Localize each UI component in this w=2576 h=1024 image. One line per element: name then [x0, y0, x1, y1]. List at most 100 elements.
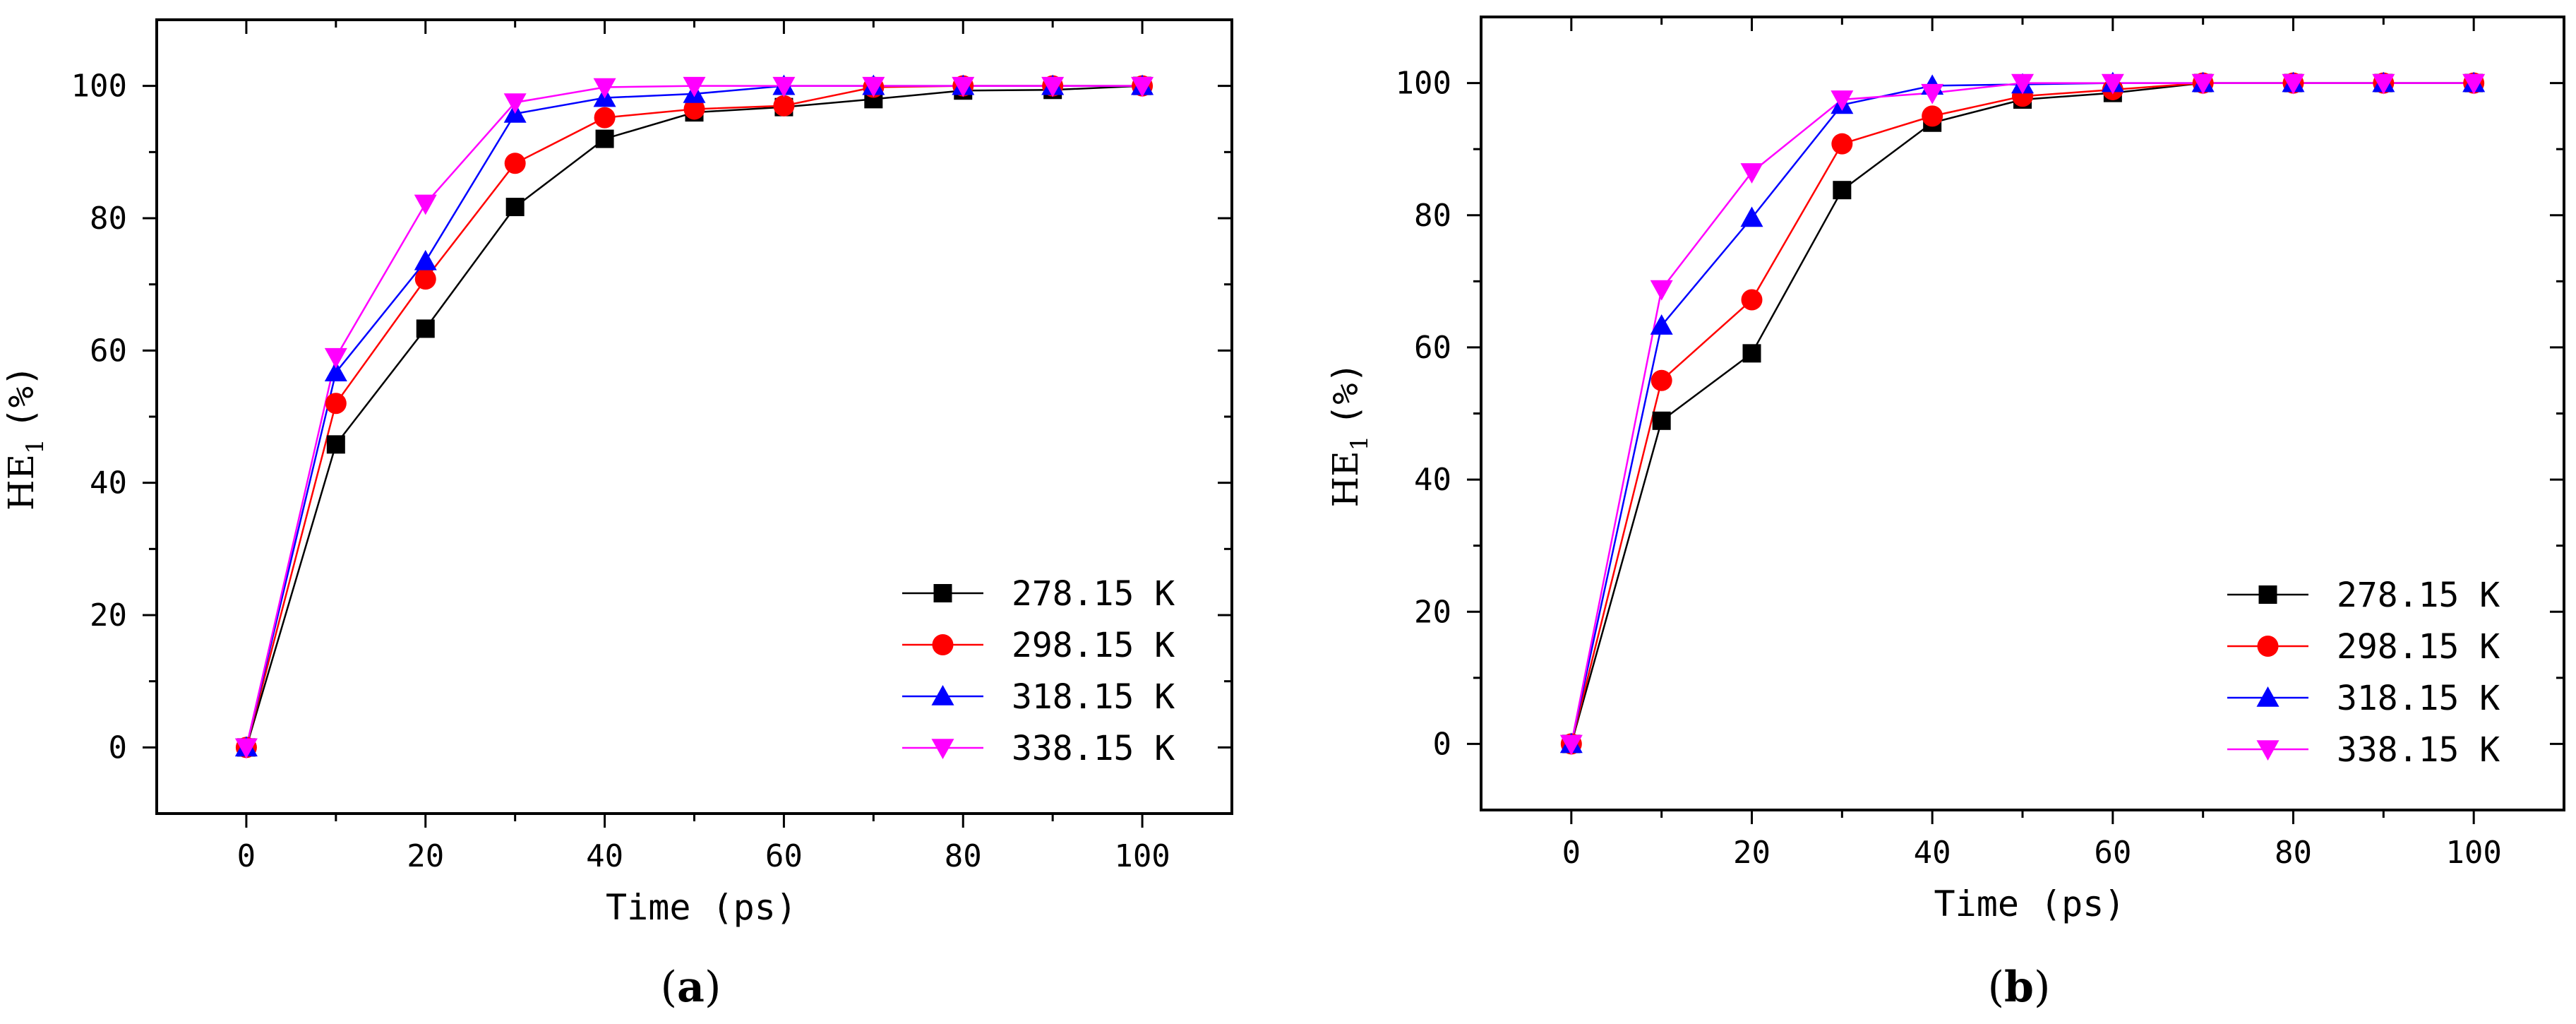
legend-marker: [2256, 740, 2280, 761]
data-point: [416, 319, 435, 338]
data-point: [2372, 73, 2395, 95]
legend-label: 318.15 K: [2337, 679, 2500, 718]
panel-caption: (b): [1988, 963, 2051, 1012]
chart-panel-a: 0 20 40 60 80 100 0 20 40 60 80 100 Time (ps) HE1(%) 2…: [1, 18, 1233, 1012]
data-point: [414, 268, 436, 290]
y-tick-label: 40: [1414, 462, 1451, 498]
data-point: [326, 435, 345, 454]
legend-label: 298.15 K: [2337, 627, 2500, 667]
legend: 278.15 K 298.15 K 318.15 K 338.15 K: [2227, 576, 2500, 770]
data-point: [1831, 133, 1853, 155]
data-point: [1833, 181, 1852, 200]
data-point: [773, 95, 795, 117]
data-point: [2282, 73, 2305, 95]
series-318-15-K: [245, 85, 1143, 748]
y-tick-label: 20: [1414, 594, 1451, 630]
series-line: [245, 85, 1143, 748]
y-axis-label: HE1(%): [1, 365, 49, 511]
series-278-15-K: [245, 85, 1143, 748]
x-tick-label: 60: [765, 838, 803, 874]
data-point: [1650, 280, 1673, 301]
data-point: [772, 76, 796, 97]
series-line: [245, 85, 1143, 748]
y-tick-label: 80: [1414, 198, 1451, 234]
legend-label: 338.15 K: [1012, 729, 1175, 768]
data-point: [594, 107, 616, 129]
legend-marker: [933, 584, 952, 602]
data-point: [1131, 76, 1154, 97]
legend-marker: [931, 739, 954, 759]
y-tick-label: 100: [1396, 66, 1451, 102]
data-point: [324, 347, 347, 369]
series-line: [245, 85, 1143, 748]
data-point: [505, 198, 525, 217]
data-point: [414, 249, 437, 270]
data-point: [1651, 369, 1672, 391]
y-tick-label: 100: [71, 69, 127, 105]
x-tick-label: 60: [2094, 835, 2131, 871]
axis-ticks: [143, 20, 1232, 828]
y-tick-label: 60: [1414, 330, 1451, 366]
y-tick-label: 40: [90, 465, 127, 501]
x-tick-label: 100: [2445, 835, 2501, 871]
series-298-15-K: [245, 85, 1143, 748]
data-point: [683, 98, 705, 120]
x-tick-label: 20: [407, 838, 444, 874]
legend-marker: [2256, 686, 2280, 707]
data-point: [952, 76, 975, 97]
x-axis-label: Time (ps): [1934, 883, 2126, 924]
legend: 278.15 K 298.15 K 318.15 K 338.15 K: [902, 574, 1175, 768]
legend-label: 278.15 K: [1012, 574, 1175, 614]
legend-marker: [2257, 636, 2279, 657]
series-markers-338-15-K: [234, 76, 1154, 759]
x-tick-label: 0: [1562, 835, 1581, 871]
data-point: [1041, 76, 1065, 97]
axis-ticks: [1467, 17, 2564, 824]
data-point: [1652, 411, 1671, 430]
data-point: [683, 76, 706, 97]
chart-panel-b: 0 20 40 60 80 100 0 20 40 60 80 100 Time (ps) HE1(%) 2…: [1325, 16, 2565, 1012]
data-point: [1740, 206, 1763, 227]
data-point: [2011, 73, 2034, 95]
legend-label: 338.15 K: [2337, 730, 2500, 770]
x-axis-label: Time (ps): [606, 887, 797, 928]
x-tick-label: 20: [1733, 835, 1771, 871]
data-point: [504, 153, 526, 174]
data-point: [1922, 105, 1943, 127]
legend-marker: [931, 685, 954, 706]
data-point: [1741, 289, 1763, 311]
y-axis-label: HE1(%): [1325, 362, 1374, 507]
y-tick-label: 0: [1433, 726, 1452, 762]
data-point: [1559, 734, 1583, 756]
series-markers-338-15-K: [1559, 73, 2486, 756]
x-tick-label: 0: [237, 838, 256, 874]
x-tick-label: 40: [1914, 835, 1951, 871]
x-tick-label: 100: [1114, 838, 1170, 874]
y-tick-label: 60: [90, 333, 127, 369]
data-point: [234, 738, 258, 759]
data-point: [2101, 73, 2124, 95]
legend-marker: [2258, 585, 2277, 604]
series-338-15-K: [245, 85, 1143, 748]
data-point: [1742, 344, 1761, 363]
data-point: [1740, 163, 1763, 184]
legend-label: 298.15 K: [1012, 626, 1175, 665]
legend-label: 278.15 K: [2337, 576, 2500, 615]
y-tick-label: 0: [109, 730, 128, 766]
data-point: [2191, 73, 2215, 95]
data-point: [1650, 314, 1673, 335]
data-point: [1831, 90, 1854, 111]
legend-marker: [932, 634, 954, 655]
data-point: [1921, 83, 1944, 105]
data-point: [325, 393, 347, 415]
data-point: [2462, 73, 2486, 95]
x-tick-label: 80: [2275, 835, 2312, 871]
data-point: [414, 194, 437, 215]
x-tick-label: 40: [586, 838, 623, 874]
series-line: [245, 85, 1143, 748]
y-tick-label: 20: [90, 597, 127, 633]
legend-label: 318.15 K: [1012, 677, 1175, 717]
x-tick-label: 80: [945, 838, 982, 874]
data-point: [595, 129, 614, 148]
